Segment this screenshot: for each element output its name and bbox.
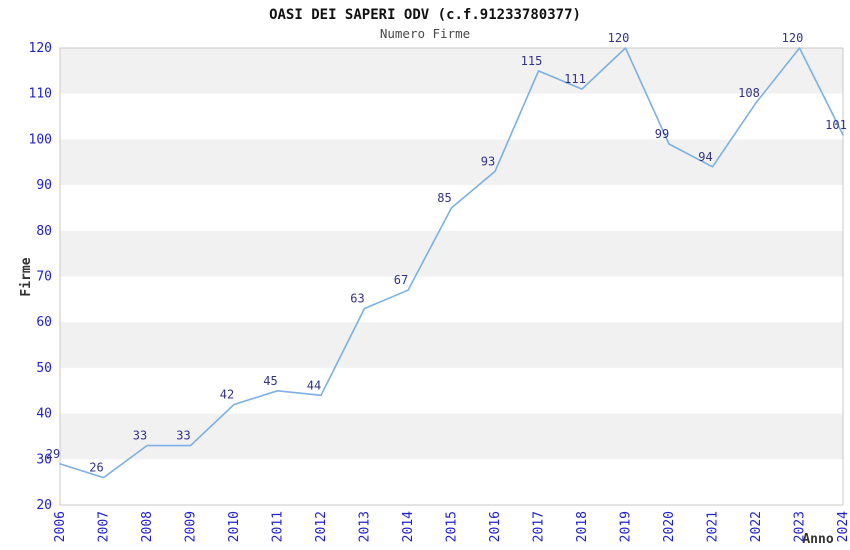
x-tick-label: 2022 xyxy=(749,511,764,542)
data-labels: 29 26 33 33 42 45 44 63 67 85 93 115 111 120 99 94 108 12… xyxy=(46,31,847,475)
plot-band xyxy=(60,139,843,186)
y-tick-label: 60 xyxy=(36,315,52,330)
plot-band xyxy=(60,230,843,277)
y-tick-label: 100 xyxy=(29,132,52,147)
data-label: 120 xyxy=(608,31,630,45)
plot-band xyxy=(60,48,843,94)
y-tick-label: 70 xyxy=(36,270,52,285)
y-tick-label: 80 xyxy=(36,224,52,239)
x-tick-label: 2020 xyxy=(662,511,677,542)
chart-title: OASI DEI SAPERI ODV (c.f.91233780377) xyxy=(269,7,581,23)
axis-tick-labels: 20 30 40 50 60 70 80 90 100 110 120 2006 2007 2008 200… xyxy=(29,41,850,542)
x-tick-label: 2007 xyxy=(97,511,112,542)
x-axis-title: Anno xyxy=(802,532,833,547)
x-tick-label: 2006 xyxy=(53,511,68,542)
data-label: 26 xyxy=(89,461,103,475)
data-label: 29 xyxy=(46,447,60,461)
plot-bands xyxy=(60,48,843,505)
plot-frame xyxy=(59,47,844,506)
data-label: 42 xyxy=(220,387,234,401)
y-tick-label: 40 xyxy=(36,407,52,422)
data-label: 45 xyxy=(263,374,277,388)
data-label: 120 xyxy=(782,31,804,45)
x-tick-label: 2019 xyxy=(619,511,634,542)
data-label: 99 xyxy=(655,127,669,141)
x-tick-label: 2021 xyxy=(706,511,721,542)
x-tick-label: 2010 xyxy=(227,511,242,542)
plot-band xyxy=(60,276,843,323)
x-tick-label: 2024 xyxy=(836,511,850,542)
y-axis-title: Firme xyxy=(19,257,34,296)
x-tick-label: 2011 xyxy=(271,511,286,542)
x-tick-label: 2016 xyxy=(488,511,503,542)
x-tick-label: 2008 xyxy=(140,511,155,542)
series-layer xyxy=(59,47,844,479)
y-tick-label: 30 xyxy=(36,452,52,467)
plot-band xyxy=(60,459,843,505)
x-tick-label: 2023 xyxy=(793,511,808,542)
plot-band xyxy=(60,413,843,460)
x-tick-label: 2013 xyxy=(358,511,373,542)
data-label: 94 xyxy=(698,150,712,164)
y-tick-label: 50 xyxy=(36,361,52,376)
y-tick-label: 90 xyxy=(36,178,52,193)
data-label: 44 xyxy=(307,378,321,392)
x-tick-label: 2018 xyxy=(575,511,590,542)
data-label: 63 xyxy=(350,291,364,305)
plot-band xyxy=(60,367,843,414)
data-label: 101 xyxy=(825,118,847,132)
plot-border xyxy=(59,47,844,506)
y-tick-label: 110 xyxy=(29,87,52,102)
x-tick-label: 2014 xyxy=(401,511,416,542)
series-line xyxy=(59,47,844,479)
x-tick-label: 2009 xyxy=(184,511,199,542)
data-label: 93 xyxy=(481,154,495,168)
data-label: 33 xyxy=(176,429,190,443)
data-label: 111 xyxy=(564,72,586,86)
x-tick-label: 2015 xyxy=(445,511,460,542)
plot-band xyxy=(60,322,843,368)
data-label: 108 xyxy=(738,86,760,100)
y-tick-label: 20 xyxy=(36,498,52,513)
plot-band xyxy=(60,93,843,140)
data-label: 115 xyxy=(521,54,543,68)
x-tick-label: 2012 xyxy=(314,511,329,542)
data-label: 85 xyxy=(437,191,451,205)
y-tick-label: 120 xyxy=(29,41,52,56)
data-label: 33 xyxy=(133,429,147,443)
data-label: 67 xyxy=(394,273,408,287)
x-tick-label: 2017 xyxy=(532,511,547,542)
chart-subtitle: Numero Firme xyxy=(380,26,470,41)
